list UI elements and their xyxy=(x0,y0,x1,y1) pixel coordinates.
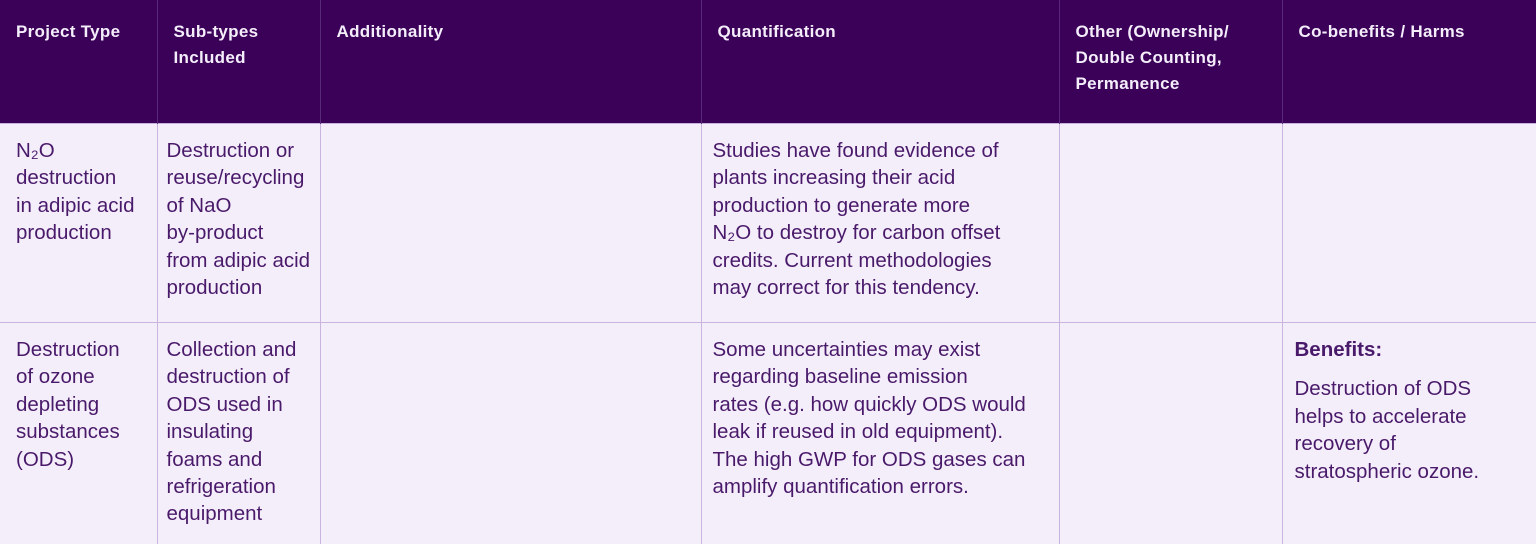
header-cobenefits: Co-benefits / Harms xyxy=(1282,0,1536,124)
cell-project-type: N₂O destruction in adipic acid productio… xyxy=(0,124,157,323)
cell-additionality xyxy=(320,323,701,544)
cell-additionality xyxy=(320,124,701,323)
table-row: N₂O destruction in adipic acid productio… xyxy=(0,124,1536,323)
cell-quantification: Some uncertainties may exist regarding b… xyxy=(701,323,1059,544)
cell-cobenefits: Benefits: Destruction of ODS helps to acc… xyxy=(1282,323,1536,544)
header-quantification: Quantification xyxy=(701,0,1059,124)
table-row: Destruction of ozone depleting substance… xyxy=(0,323,1536,544)
header-additionality: Additionality xyxy=(320,0,701,124)
header-row: Project Type Sub-types Included Addition… xyxy=(0,0,1536,124)
benefits-text: Destruction of ODS helps to accelerate r… xyxy=(1295,377,1480,482)
benefits-heading: Benefits: xyxy=(1295,336,1533,363)
cell-other xyxy=(1059,323,1282,544)
cell-other xyxy=(1059,124,1282,323)
cell-cobenefits xyxy=(1282,124,1536,323)
cell-subtypes: Collection and destruction of ODS used i… xyxy=(157,323,320,544)
cell-project-type: Destruction of ozone depleting substance… xyxy=(0,323,157,544)
header-other: Other (Ownership/ Double Counting, Perma… xyxy=(1059,0,1282,124)
cell-quantification: Studies have found evidence of plants in… xyxy=(701,124,1059,323)
cell-subtypes: Destruction or reuse/recycling of NaO by… xyxy=(157,124,320,323)
header-subtypes: Sub-types Included xyxy=(157,0,320,124)
header-project-type: Project Type xyxy=(0,0,157,124)
